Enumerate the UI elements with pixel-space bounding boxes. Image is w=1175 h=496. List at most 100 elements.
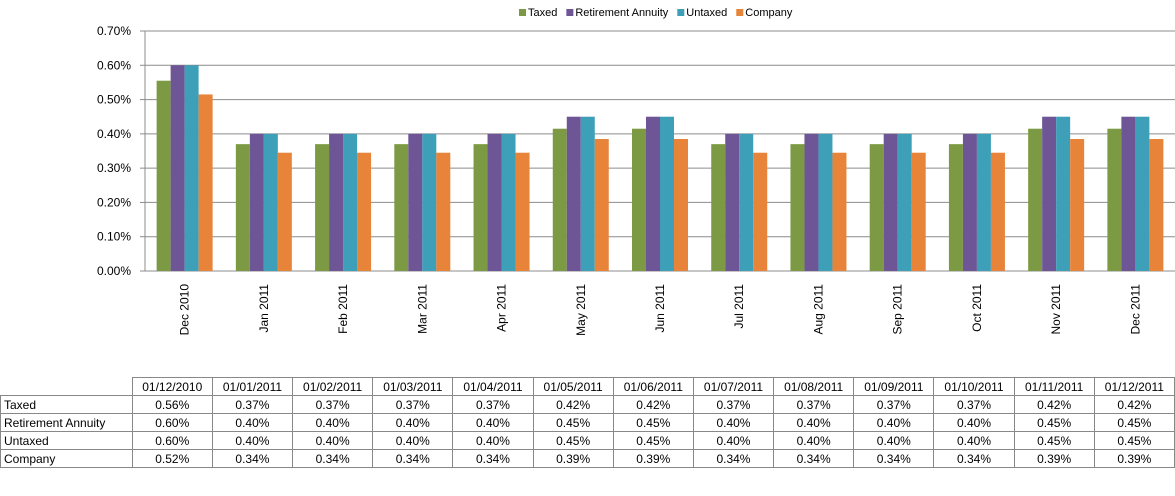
- table-cell: 0.40%: [933, 413, 1015, 432]
- table-cell: 0.40%: [853, 431, 935, 450]
- column-header: 01/07/2011: [692, 377, 775, 396]
- x-tick-label: Apr 2011: [495, 284, 509, 332]
- table-cell: 0.45%: [612, 431, 694, 450]
- x-tick-label: Oct 2011: [970, 284, 984, 332]
- x-tick-label: Sep 2011: [891, 284, 905, 335]
- legend-label: Retirement Annuity: [575, 7, 668, 19]
- bar: [711, 144, 726, 271]
- table-cell: 0.45%: [532, 413, 614, 432]
- bar: [263, 133, 278, 271]
- table-cell: 0.40%: [372, 413, 454, 432]
- bar: [1070, 139, 1085, 271]
- x-tick-label: Jun 2011: [653, 284, 667, 333]
- table-cell: 0.60%: [131, 413, 213, 432]
- row-header: Retirement Annuity: [0, 413, 133, 432]
- bar: [1135, 116, 1150, 271]
- y-tick-label: 0.10%: [97, 230, 131, 244]
- bar: [962, 133, 977, 271]
- table-cell: 0.37%: [773, 395, 855, 414]
- bar: [790, 144, 805, 271]
- bar: [1042, 116, 1057, 271]
- table-cell: 0.45%: [612, 413, 694, 432]
- table-cell: 0.34%: [692, 449, 775, 468]
- legend-label: Taxed: [528, 7, 557, 19]
- table-row: Taxed 0.56% 0.37% 0.37% 0.37% 0.37% 0.42% 0.42%…: [0, 395, 1175, 414]
- table-cell: 0.40%: [773, 431, 855, 450]
- table-cell: 0.40%: [452, 431, 534, 450]
- bar: [1028, 128, 1043, 271]
- bar: [646, 116, 660, 271]
- x-tick-label: Mar 2011: [415, 284, 429, 334]
- bar: [1056, 116, 1071, 271]
- bar: [753, 152, 768, 271]
- column-header: 01/01/2011: [211, 377, 294, 396]
- bar: [660, 116, 674, 271]
- data-table: 01/12/2010 01/01/2011 01/02/2011 01/03/2011…: [0, 377, 1175, 468]
- column-header: 01/12/2011: [1093, 377, 1175, 396]
- chart: 0.00% 0.10% 0.20% 0.30% 0.40% 0.50% 0.60% 0.70%…: [97, 7, 1175, 336]
- table-cell: 0.45%: [1013, 431, 1095, 450]
- table-cell: 0.34%: [452, 449, 534, 468]
- table-cell: 0.40%: [692, 431, 775, 450]
- row-header: Company: [0, 449, 133, 468]
- bar: [422, 133, 437, 271]
- bar: [394, 144, 409, 271]
- legend-swatch: [677, 9, 685, 16]
- legend-swatch: [519, 9, 526, 16]
- x-tick-label: May 2011: [574, 284, 588, 336]
- table-cell: 0.34%: [211, 449, 294, 468]
- column-header: 01/04/2011: [452, 377, 534, 396]
- table-header: 01/12/2010 01/01/2011 01/02/2011 01/03/2011…: [1, 377, 1175, 396]
- table-cell: 0.45%: [532, 431, 614, 450]
- bar: [566, 116, 581, 271]
- bar: [487, 133, 502, 271]
- bar: [277, 152, 292, 271]
- x-tick-label: Jul 2011: [732, 284, 746, 329]
- table-cell: 0.37%: [452, 395, 534, 414]
- table-cell: 0.37%: [692, 395, 775, 414]
- y-tick-label: 0.40%: [97, 127, 131, 141]
- bar: [739, 133, 754, 271]
- table-cell: 0.37%: [211, 395, 294, 414]
- column-header: 01/05/2011: [532, 377, 614, 396]
- x-tick-label: Dec 2010: [178, 284, 192, 336]
- y-tick-label: 0.50%: [97, 93, 131, 107]
- legend-label: Company: [745, 7, 793, 19]
- legend-label: Untaxed: [686, 7, 727, 19]
- table-cell: 0.34%: [372, 449, 454, 468]
- bar: [408, 133, 423, 271]
- bar: [990, 152, 1005, 271]
- bar: [235, 144, 250, 271]
- table-cell: 0.37%: [933, 395, 1015, 414]
- bar: [883, 133, 898, 271]
- bar: [580, 116, 595, 271]
- column-header: 01/11/2011: [1013, 377, 1095, 396]
- table-cell: 0.34%: [933, 449, 1015, 468]
- table-cell: 0.40%: [211, 431, 294, 450]
- column-header: 01/09/2011: [853, 377, 935, 396]
- bar: [329, 133, 344, 271]
- y-tick-label: 0.30%: [97, 161, 131, 175]
- column-header: 01/03/2011: [372, 377, 454, 396]
- column-header: 01/02/2011: [292, 377, 374, 396]
- x-tick-label: Feb 2011: [336, 284, 350, 334]
- row-header: Taxed: [0, 395, 133, 414]
- bar: [948, 144, 963, 271]
- x-tick-label: Aug 2011: [811, 284, 825, 335]
- bar: [198, 94, 213, 271]
- bar: [473, 144, 488, 271]
- bar: [818, 133, 833, 271]
- table-cell: 0.40%: [853, 413, 935, 432]
- x-tick-label: Dec 2011: [1128, 284, 1142, 335]
- bar: [832, 152, 847, 271]
- table-cell: 0.40%: [773, 413, 855, 432]
- table-cell: 0.40%: [211, 413, 294, 432]
- table-cell: 0.39%: [612, 449, 694, 468]
- table-cell: 0.45%: [1093, 431, 1175, 450]
- table-cell: 0.40%: [933, 431, 1015, 450]
- table-cell: 0.37%: [372, 395, 454, 414]
- bar: [515, 152, 530, 271]
- table-row: Untaxed 0.60% 0.40% 0.40% 0.40% 0.40% 0.45% 0.4…: [0, 431, 1175, 450]
- bar: [156, 80, 171, 271]
